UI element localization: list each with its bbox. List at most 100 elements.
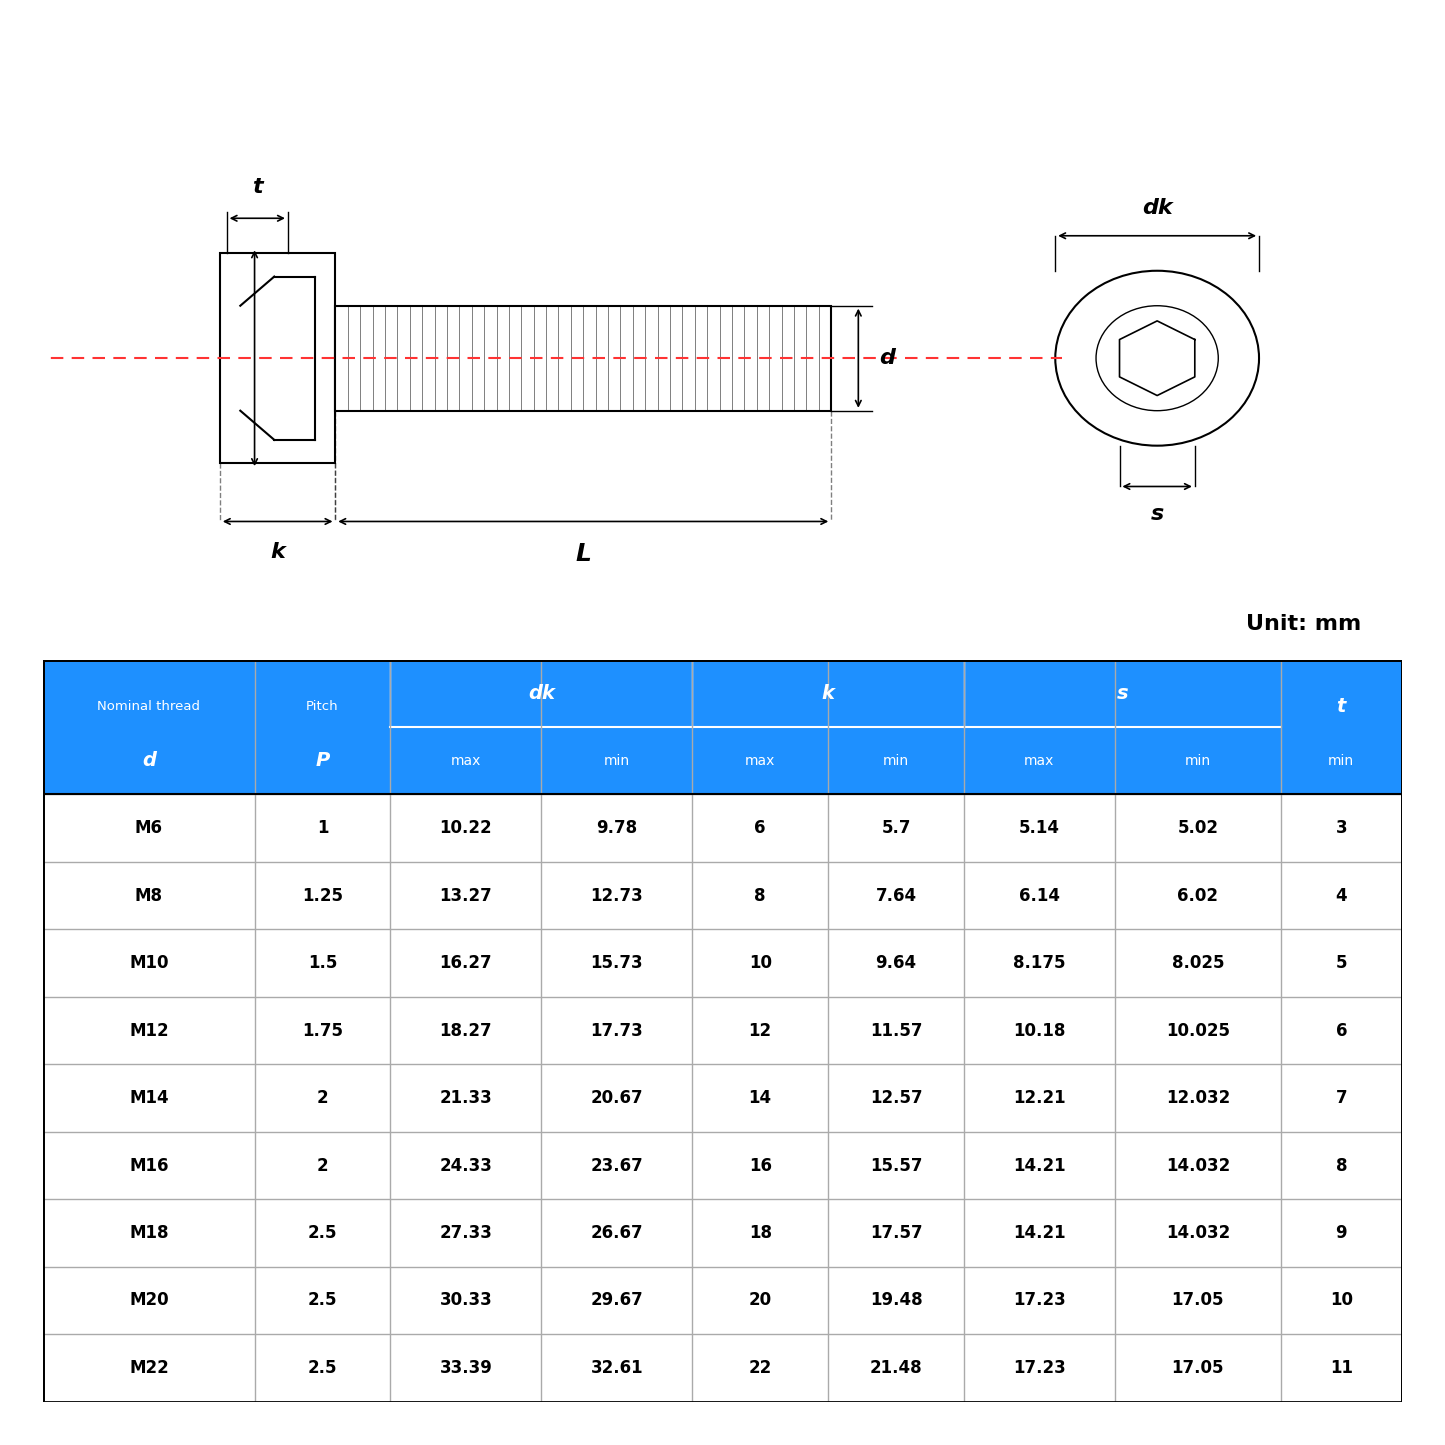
Text: 12.21: 12.21	[1013, 1090, 1066, 1107]
Text: 8: 8	[1335, 1156, 1347, 1175]
Text: 23.67: 23.67	[591, 1156, 643, 1175]
Bar	[43, 659, 254, 795]
Text: 2: 2	[316, 1090, 328, 1107]
Text: min: min	[883, 754, 909, 767]
Bar	[542, 727, 692, 795]
Bar	[220, 253, 335, 464]
Text: 14.032: 14.032	[1166, 1224, 1230, 1243]
Text: P: P	[315, 751, 329, 770]
Text: 2: 2	[316, 1156, 328, 1175]
Bar	[43, 1199, 1402, 1267]
Circle shape	[1055, 270, 1259, 445]
Text: d: d	[879, 348, 894, 368]
Text: Nominal thread: Nominal thread	[97, 701, 201, 714]
Bar	[43, 1267, 1402, 1334]
Text: M22: M22	[129, 1358, 169, 1377]
Text: 9: 9	[1335, 1224, 1347, 1243]
Text: 10: 10	[1329, 1292, 1353, 1309]
Text: 26.67: 26.67	[591, 1224, 643, 1243]
Text: 17.05: 17.05	[1172, 1292, 1224, 1309]
Text: 33.39: 33.39	[439, 1358, 493, 1377]
Bar	[43, 929, 1402, 997]
Bar	[692, 727, 828, 795]
Text: 11: 11	[1329, 1358, 1353, 1377]
Text: 1.75: 1.75	[302, 1022, 342, 1039]
Text: 19.48: 19.48	[870, 1292, 922, 1309]
Text: 17.57: 17.57	[870, 1224, 922, 1243]
Text: 20.67: 20.67	[591, 1090, 643, 1107]
Text: k: k	[822, 683, 835, 702]
Bar	[254, 659, 390, 795]
Text: d: d	[142, 751, 156, 770]
Text: M18: M18	[129, 1224, 169, 1243]
Bar	[43, 795, 1402, 863]
Text: Pitch: Pitch	[306, 701, 340, 714]
Text: 32.61: 32.61	[591, 1358, 643, 1377]
Text: t: t	[1337, 698, 1345, 717]
Text: 10.025: 10.025	[1166, 1022, 1230, 1039]
Text: 17.73: 17.73	[591, 1022, 643, 1039]
Bar	[43, 1131, 1402, 1199]
Text: 15.57: 15.57	[870, 1156, 922, 1175]
Text: M12: M12	[129, 1022, 169, 1039]
Text: 7.64: 7.64	[876, 887, 916, 905]
Bar	[1116, 727, 1280, 795]
Text: 10: 10	[749, 954, 772, 972]
Text: M16: M16	[129, 1156, 169, 1175]
Text: 11.57: 11.57	[870, 1022, 922, 1039]
Text: 5.7: 5.7	[881, 819, 910, 837]
Text: Unit: mm: Unit: mm	[1246, 614, 1361, 633]
Bar	[692, 659, 964, 727]
Text: k: k	[270, 542, 285, 562]
Bar	[964, 659, 1280, 727]
Text: 5.14: 5.14	[1019, 819, 1061, 837]
Text: 14.21: 14.21	[1013, 1156, 1066, 1175]
Bar	[43, 1065, 1402, 1131]
Circle shape	[1095, 306, 1218, 410]
Text: s: s	[1150, 504, 1163, 525]
Text: 14: 14	[749, 1090, 772, 1107]
Text: 15.73: 15.73	[591, 954, 643, 972]
Text: 10.22: 10.22	[439, 819, 493, 837]
Text: 14.032: 14.032	[1166, 1156, 1230, 1175]
Text: 22: 22	[749, 1358, 772, 1377]
Bar	[828, 727, 964, 795]
Text: 21.48: 21.48	[870, 1358, 922, 1377]
Text: 8.175: 8.175	[1013, 954, 1065, 972]
Text: 17.23: 17.23	[1013, 1358, 1066, 1377]
Bar	[43, 1334, 1402, 1402]
Text: 9.64: 9.64	[876, 954, 916, 972]
Text: 1.25: 1.25	[302, 887, 342, 905]
Text: 20: 20	[749, 1292, 772, 1309]
Text: M10: M10	[129, 954, 169, 972]
Text: 4: 4	[1335, 887, 1347, 905]
Text: max: max	[451, 754, 481, 767]
Text: M6: M6	[134, 819, 163, 837]
Text: 5.02: 5.02	[1178, 819, 1218, 837]
Text: 2.5: 2.5	[308, 1358, 337, 1377]
Text: 12.57: 12.57	[870, 1090, 922, 1107]
Text: 16: 16	[749, 1156, 772, 1175]
Bar	[1280, 659, 1402, 795]
Text: 6: 6	[754, 819, 766, 837]
Text: 12.032: 12.032	[1166, 1090, 1230, 1107]
Text: 21.33: 21.33	[439, 1090, 493, 1107]
Text: 8: 8	[754, 887, 766, 905]
Text: 1.5: 1.5	[308, 954, 337, 972]
Text: 6: 6	[1335, 1022, 1347, 1039]
Text: 2.5: 2.5	[308, 1224, 337, 1243]
Text: 10.18: 10.18	[1013, 1022, 1065, 1039]
Text: 3: 3	[1335, 819, 1347, 837]
Text: 12: 12	[749, 1022, 772, 1039]
Text: 12.73: 12.73	[591, 887, 643, 905]
Bar	[390, 659, 692, 727]
Text: s: s	[1117, 683, 1129, 702]
Text: L: L	[575, 542, 591, 566]
Text: 24.33: 24.33	[439, 1156, 493, 1175]
Text: 6.02: 6.02	[1178, 887, 1218, 905]
Text: dk: dk	[1142, 198, 1172, 218]
Text: 30.33: 30.33	[439, 1292, 493, 1309]
Bar	[335, 306, 831, 410]
Text: 18.27: 18.27	[439, 1022, 493, 1039]
Text: 13.27: 13.27	[439, 887, 493, 905]
